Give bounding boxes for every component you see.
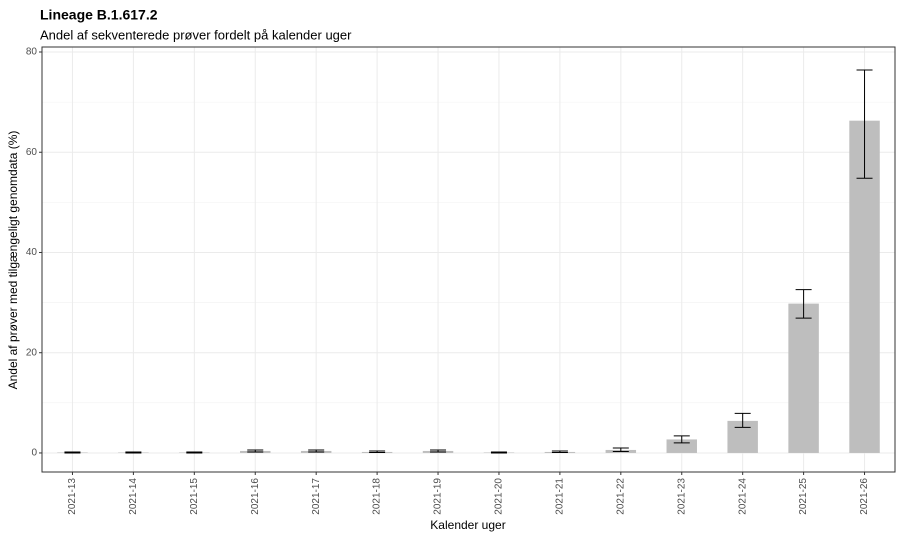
- x-tick-label: 2021-24: [737, 478, 748, 515]
- x-tick-label: 2021-21: [555, 478, 566, 515]
- chart-title: Lineage B.1.617.2: [40, 7, 158, 23]
- x-tick-label: 2021-26: [859, 478, 870, 515]
- error-bar: [795, 289, 812, 319]
- panel-border: [41, 46, 896, 473]
- y-tick-label: 0: [31, 448, 37, 459]
- error-bar: [551, 450, 568, 453]
- x-axis-title: Kalender uger: [430, 518, 505, 532]
- error-bar: [856, 69, 873, 179]
- x-tick-label: 2021-25: [798, 478, 809, 515]
- bar: [788, 303, 819, 453]
- x-tick-label: 2021-22: [615, 478, 626, 515]
- error-bar: [734, 412, 751, 428]
- error-bar: [64, 451, 81, 454]
- x-tick-label: 2021-14: [128, 478, 139, 515]
- x-tick-label: 2021-18: [372, 478, 383, 515]
- x-tick-label: 2021-15: [189, 478, 200, 515]
- error-bar: [369, 450, 386, 453]
- x-tick-label: 2021-20: [494, 478, 505, 515]
- y-axis-title: Andel af prøver med tilgængeligt genomda…: [6, 131, 20, 390]
- y-tick-label: 40: [26, 247, 38, 258]
- error-bar: [490, 451, 507, 454]
- error-bar: [247, 449, 264, 453]
- error-bar: [430, 449, 447, 453]
- y-tick-label: 60: [26, 147, 38, 158]
- error-bar: [186, 451, 203, 454]
- error-bar: [612, 447, 629, 452]
- x-tick-label: 2021-16: [250, 478, 261, 515]
- x-tick-label: 2021-17: [311, 478, 322, 515]
- x-tick-label: 2021-23: [676, 478, 687, 515]
- error-bar: [308, 449, 325, 453]
- error-bar: [673, 435, 690, 444]
- y-tick-label: 80: [26, 47, 38, 58]
- chart-subtitle: Andel af sekventerede prøver fordelt på …: [40, 27, 352, 42]
- y-tick-label: 20: [26, 347, 38, 358]
- error-bar: [125, 451, 142, 454]
- x-tick-label: 2021-19: [433, 478, 444, 515]
- x-tick-label: 2021-13: [67, 478, 78, 515]
